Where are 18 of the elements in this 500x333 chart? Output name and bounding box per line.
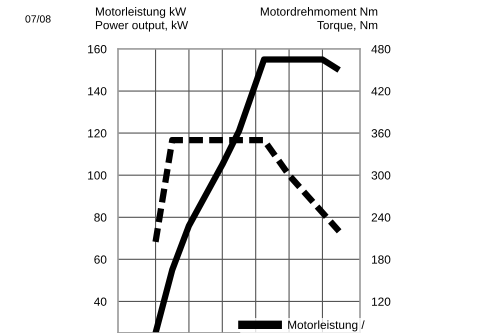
y2-tick-label: 360 <box>372 129 390 138</box>
y-tick-label: 100 <box>88 171 106 180</box>
y-tick-label: 140 <box>88 87 106 96</box>
y2-axis-title: Motordrehmoment Nm Torque, Nm <box>260 7 378 32</box>
y-tick-label: 60 <box>94 255 106 264</box>
y-tick-label: 160 <box>88 44 106 54</box>
text: 07/08 <box>25 14 51 23</box>
y-axis-title: Motorleistung kW Power output, kW <box>96 7 188 32</box>
y2-tick-label: 180 <box>372 255 390 264</box>
legend-label: Motorleistung / <box>288 320 365 332</box>
y2-tick-label: 300 <box>372 171 390 180</box>
y-tick-label: 80 <box>94 213 106 222</box>
y-tick-label: 120 <box>88 129 106 138</box>
y-tick-label: 40 <box>94 297 106 306</box>
y2-tick-label: 480 <box>371 44 390 54</box>
y2-tick-label: 420 <box>371 87 390 96</box>
y2-tick-label: 240 <box>372 213 390 222</box>
y2-tick-label: 120 <box>372 297 390 306</box>
